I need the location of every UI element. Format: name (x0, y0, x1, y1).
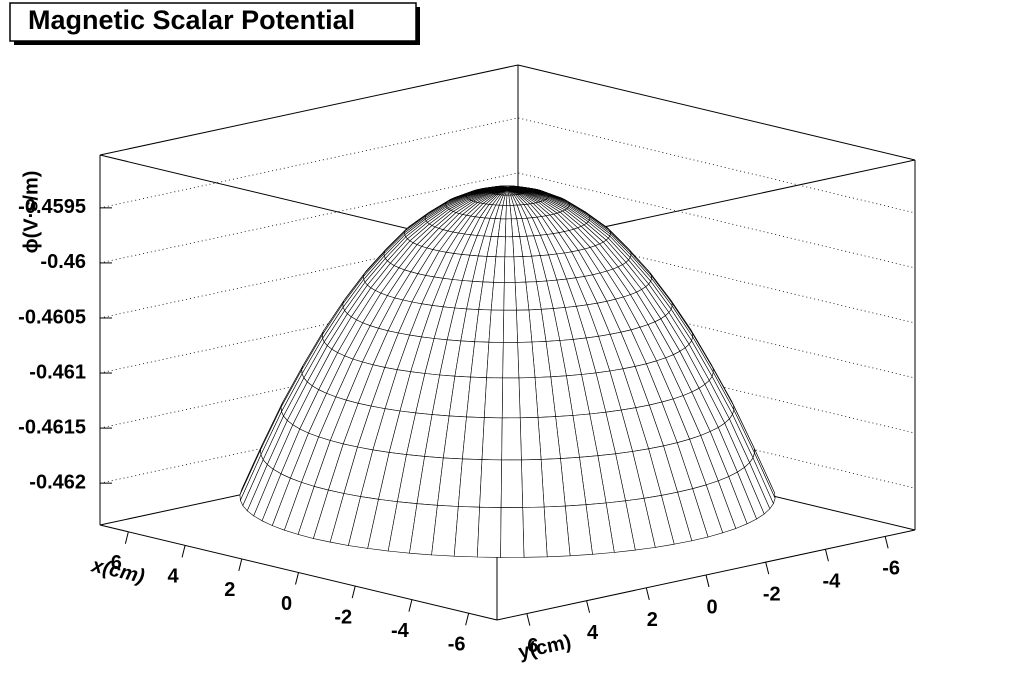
surface-cell (519, 417, 542, 461)
y-tick (586, 600, 591, 613)
box-edge (517, 64, 916, 161)
z-tick-label: -0.46 (40, 251, 86, 273)
x-tick (124, 531, 129, 544)
surface-cell (502, 309, 518, 343)
y-tick (645, 587, 650, 600)
y-tick-label: -4 (823, 571, 842, 593)
surface-cell (505, 218, 513, 238)
x-tick (465, 613, 470, 626)
z-tick-label: -0.4615 (18, 416, 86, 438)
surface-cell (504, 236, 515, 258)
x-tick-label: 2 (224, 579, 235, 601)
surface-cell (453, 506, 480, 558)
surface-cell (457, 458, 483, 508)
surface-cell (521, 459, 545, 508)
surface-cell (501, 417, 522, 461)
z-tick-label: -0.462 (29, 471, 86, 493)
surface-cell (483, 377, 504, 419)
surface-cell (488, 309, 505, 343)
surface-cell (490, 281, 505, 311)
surface-cell (502, 342, 520, 379)
z-tick-label: -0.461 (29, 361, 86, 383)
y-tick (884, 536, 889, 549)
x-tick (238, 558, 243, 572)
z-tick-label: -0.4605 (18, 306, 86, 328)
surface-cell (500, 459, 524, 508)
x-tick-label: -2 (334, 606, 352, 628)
x-tick-label: -6 (448, 633, 466, 655)
surface-cell (481, 417, 503, 461)
surface-cell (516, 309, 533, 343)
x-tick-label: -4 (391, 620, 410, 642)
surface-cell (486, 341, 504, 379)
surface-cell (505, 205, 512, 220)
x-tick-label: 6 (111, 552, 122, 574)
z-axis-label: ϕ(V·s/m) (20, 171, 42, 254)
y-tick-label: 2 (647, 609, 658, 631)
y-tick (765, 562, 770, 575)
y-tick-label: 6 (527, 635, 538, 657)
x-tick (181, 545, 186, 558)
z-tick-label: -0.4595 (18, 196, 86, 218)
title-box (9, 2, 417, 42)
chart-title: Magnetic Scalar Potential (28, 5, 355, 35)
x-tick (351, 585, 356, 599)
x-tick (408, 599, 413, 612)
surface-cell (543, 505, 571, 558)
surface-cell (493, 256, 506, 283)
y-tick-label: -6 (882, 558, 900, 580)
surface-cell (503, 282, 517, 311)
y-tick-label: 4 (587, 622, 599, 644)
surface-cell (503, 256, 516, 283)
surface-cell (476, 506, 502, 558)
y-tick (705, 574, 710, 588)
y-tick-label: 0 (706, 596, 717, 618)
surface-cell (501, 377, 521, 419)
surface-cell (500, 507, 525, 558)
surface-cell (522, 506, 548, 558)
x-tick-label: 4 (168, 566, 180, 588)
surface-cell (517, 341, 536, 379)
x-tick-label: 0 (281, 593, 292, 615)
y-tick-label: -2 (763, 583, 781, 605)
y-tick (526, 613, 531, 626)
surface-cell (518, 377, 539, 419)
x-tick (295, 572, 299, 585)
surface-cell (479, 459, 503, 508)
y-tick (824, 549, 829, 562)
surface-cell (462, 416, 485, 460)
box-edge (99, 64, 519, 156)
